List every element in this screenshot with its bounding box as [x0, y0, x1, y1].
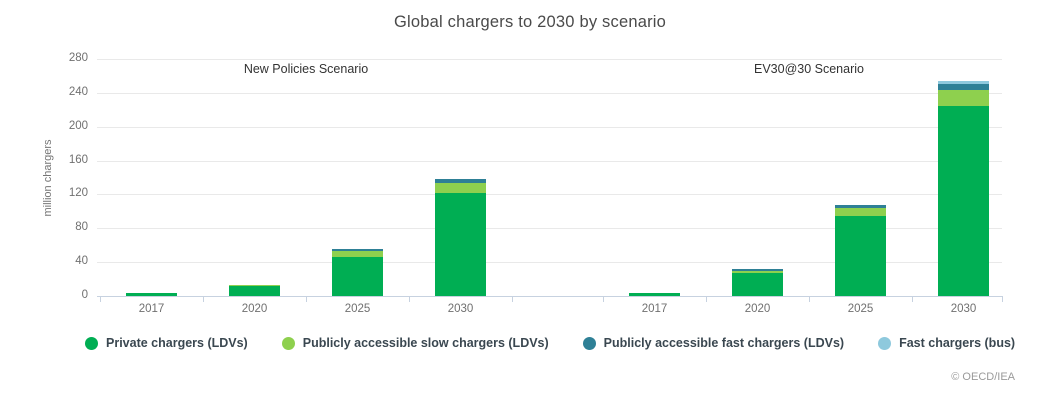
- bar-ev30-2020[interactable]: [732, 269, 783, 296]
- copyright-notice: © OECD/IEA: [951, 371, 1015, 383]
- bar-nps-2025[interactable]: [332, 249, 383, 296]
- bar-segment-fast_public[interactable]: [732, 269, 783, 271]
- y-tick-label-280: 280: [68, 52, 88, 64]
- x-category-label-2025: 2025: [344, 303, 371, 315]
- bar-segment-bus_fast[interactable]: [938, 81, 989, 85]
- gridline-200: [97, 126, 1002, 128]
- x-axis-tick: [100, 296, 101, 302]
- x-axis-tick: [706, 296, 707, 302]
- bar-segment-slow_public[interactable]: [732, 270, 783, 274]
- panel-label-ev30: EV30@30 Scenario: [754, 62, 864, 76]
- legend-dot-slow_public: [281, 336, 295, 350]
- y-axis-title: million chargers: [42, 139, 54, 217]
- y-tick-label-240: 240: [68, 85, 88, 98]
- x-axis-line: [97, 296, 1002, 297]
- legend-item-private[interactable]: Private chargers (LDVs): [85, 336, 248, 350]
- bar-segment-slow_public[interactable]: [229, 284, 280, 286]
- y-tick-label-80: 80: [75, 221, 88, 234]
- x-axis-tick: [809, 296, 810, 302]
- bar-segment-fast_public[interactable]: [435, 179, 486, 183]
- gridline-80: [97, 228, 1002, 230]
- gridline-280: [97, 59, 1002, 60]
- bar-segment-fast_public[interactable]: [938, 84, 989, 91]
- bar-ev30-2025[interactable]: [835, 205, 886, 296]
- x-category-label-2025: 2025: [847, 303, 874, 315]
- bar-nps-2020[interactable]: [229, 284, 280, 296]
- bar-segment-fast_public[interactable]: [835, 205, 886, 208]
- bar-nps-2017[interactable]: [126, 293, 177, 296]
- x-category-label-2020: 2020: [241, 303, 268, 315]
- x-axis-tick: [1002, 296, 1003, 302]
- bar-ev30-2017[interactable]: [629, 293, 680, 296]
- y-tick-label-0: 0: [81, 289, 88, 301]
- legend-label: Publicly accessible slow chargers (LDVs): [302, 336, 549, 350]
- bar-segment-slow_public[interactable]: [435, 182, 486, 193]
- bar-segment-private[interactable]: [835, 215, 886, 296]
- x-category-label-2020: 2020: [744, 303, 771, 315]
- x-axis-tick: [603, 296, 604, 302]
- x-axis-tick: [409, 296, 410, 302]
- bar-segment-fast_public[interactable]: [332, 249, 383, 252]
- gridline-40: [97, 262, 1002, 264]
- bar-segment-private[interactable]: [332, 257, 383, 296]
- x-category-label-2030: 2030: [950, 303, 977, 315]
- bar-segment-private[interactable]: [629, 293, 680, 296]
- gridline-120: [97, 194, 1002, 196]
- bar-segment-private[interactable]: [732, 273, 783, 296]
- bar-ev30-2030[interactable]: [938, 81, 989, 296]
- y-tick-label-120: 120: [68, 187, 88, 200]
- legend-label: Publicly accessible fast chargers (LDVs): [603, 336, 845, 350]
- legend-label: Fast chargers (bus): [899, 336, 1016, 350]
- y-tick-label-160: 160: [68, 153, 88, 166]
- legend-item-slow_public[interactable]: Publicly accessible slow chargers (LDVs): [281, 336, 549, 350]
- bar-segment-slow_public[interactable]: [332, 251, 383, 258]
- gridline-240: [97, 92, 1002, 94]
- x-axis-tick: [306, 296, 307, 302]
- x-category-label-2017: 2017: [641, 303, 668, 315]
- bar-segment-slow_public[interactable]: [938, 90, 989, 106]
- legend-dot-fast_public: [582, 336, 596, 350]
- y-tick-label-40: 40: [75, 255, 88, 268]
- chart-title: Global chargers to 2030 by scenario: [393, 13, 667, 31]
- legend-dot-private: [85, 336, 98, 350]
- x-category-label-2030: 2030: [447, 303, 474, 315]
- legend-item-fast_public[interactable]: Publicly accessible fast chargers (LDVs): [582, 336, 845, 350]
- panel-label-nps: New Policies Scenario: [243, 62, 369, 76]
- bar-segment-slow_public[interactable]: [835, 207, 886, 216]
- gridline-160: [97, 160, 1002, 162]
- legend-dot-bus_fast: [878, 336, 892, 350]
- x-axis-tick: [203, 296, 204, 302]
- bar-nps-2030[interactable]: [435, 179, 486, 296]
- x-axis-tick: [512, 296, 513, 302]
- bar-segment-private[interactable]: [229, 285, 280, 296]
- legend-item-bus_fast[interactable]: Fast chargers (bus): [878, 336, 1015, 350]
- bar-segment-private[interactable]: [938, 105, 989, 296]
- bar-segment-private[interactable]: [126, 293, 177, 296]
- bar-segment-private[interactable]: [435, 192, 486, 296]
- legend: Private chargers (LDVs) Publicly accessib…: [85, 336, 1015, 350]
- x-axis-tick: [912, 296, 913, 302]
- x-category-label-2017: 2017: [138, 303, 165, 315]
- legend-label: Private chargers (LDVs): [106, 336, 248, 350]
- y-tick-label-200: 200: [68, 119, 88, 132]
